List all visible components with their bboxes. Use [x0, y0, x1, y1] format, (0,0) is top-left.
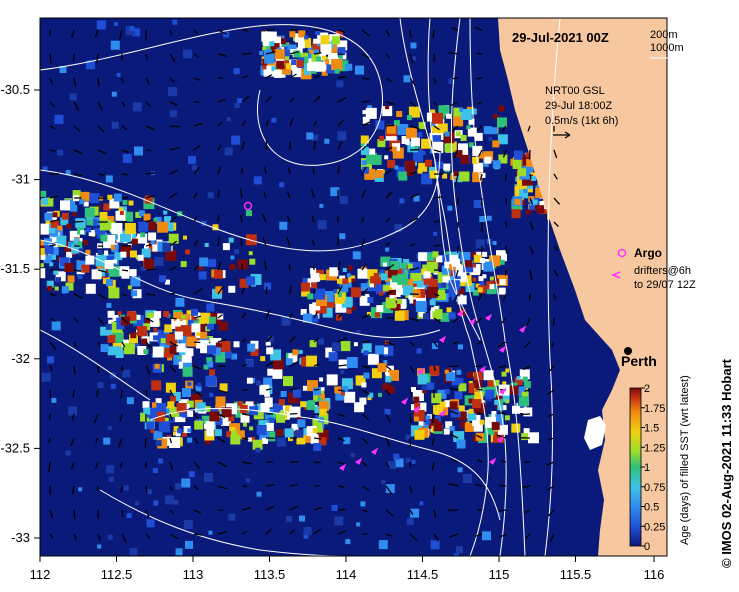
- map-title: 29-Jul-2021 00Z: [512, 30, 609, 45]
- y-tick-label: -30.5: [0, 82, 30, 97]
- x-tick-label: 113: [183, 567, 204, 582]
- x-tick-label: 116: [644, 567, 665, 582]
- current-time-label: 29-Jul 18:00Z: [545, 100, 613, 112]
- y-tick-label: -31.5: [0, 261, 30, 276]
- bathymetry-contours: [40, 18, 561, 556]
- y-tick-label: -32: [11, 351, 30, 366]
- argo-legend-label: Argo: [634, 246, 662, 260]
- plot-frame: [39, 17, 668, 557]
- colorbar: [629, 387, 642, 547]
- current-vectors: [48, 26, 561, 544]
- x-tick-label: 112: [30, 567, 51, 582]
- x-tick-label: 114: [336, 567, 357, 582]
- colorbar-tick-label: 1.25: [644, 442, 665, 454]
- drifter-legend-icon: [611, 271, 621, 279]
- colorbar-tick-label: 0: [644, 541, 650, 553]
- colorbar-tick-label: 0.25: [644, 521, 665, 533]
- colorbar-label: Age (days) of filled SST (wrt latest): [679, 375, 691, 545]
- current-model-label: NRT00 GSL: [545, 85, 605, 97]
- scale-arrow-icon: [553, 131, 571, 139]
- colorbar-tick-label: 1: [644, 462, 650, 474]
- x-tick-label: 112.5: [101, 567, 133, 582]
- drifter-tracks: [338, 309, 527, 471]
- colorbar-tick-label: 1.5: [644, 423, 659, 435]
- argo-legend-icon: [617, 248, 627, 258]
- colorbar-tick-label: 1.75: [644, 403, 665, 415]
- drifters-legend-line1: drifters@6h: [634, 265, 691, 277]
- perth-marker-icon: [624, 347, 632, 355]
- map-plot-area: [40, 18, 667, 556]
- x-axis: 112 112.5 113 113.5 114 114.5 115 115.5 116: [30, 556, 665, 582]
- y-axis: -30.5 -31 -31.5 -32 -32.5 -33: [0, 82, 40, 545]
- colorbar-tick-label: 0.75: [644, 482, 665, 494]
- current-scale-label: 0.5m/s (1kt 6h): [545, 115, 618, 127]
- credit-label: © IMOS 02-Aug-2021 11:33 Hobart: [719, 359, 734, 568]
- coastline-land: [498, 18, 667, 556]
- argo-float-marker: [243, 201, 253, 211]
- x-tick-label: 113.5: [254, 567, 286, 582]
- contour-label-1000m: 1000m: [650, 42, 684, 54]
- x-tick-label: 114.5: [407, 567, 439, 582]
- y-tick-label: -33: [11, 530, 30, 545]
- city-label-perth: Perth: [621, 353, 657, 369]
- x-tick-label: 115.5: [560, 567, 592, 582]
- drifters-legend-line2: to 29/07 12Z: [634, 279, 696, 291]
- y-tick-label: -31: [11, 172, 30, 187]
- y-tick-label: -32.5: [0, 440, 30, 455]
- colorbar-tick-label: 0.5: [644, 502, 659, 514]
- colorbar-ticks: 2 1.75 1.5 1.25 1 0.75 0.5 0.25 0: [641, 383, 665, 553]
- shore-white-patch: [584, 416, 606, 450]
- contour-label-200m: 200m: [650, 29, 678, 41]
- colorbar-tick-label: 2: [644, 383, 650, 395]
- x-tick-label: 115: [489, 567, 510, 582]
